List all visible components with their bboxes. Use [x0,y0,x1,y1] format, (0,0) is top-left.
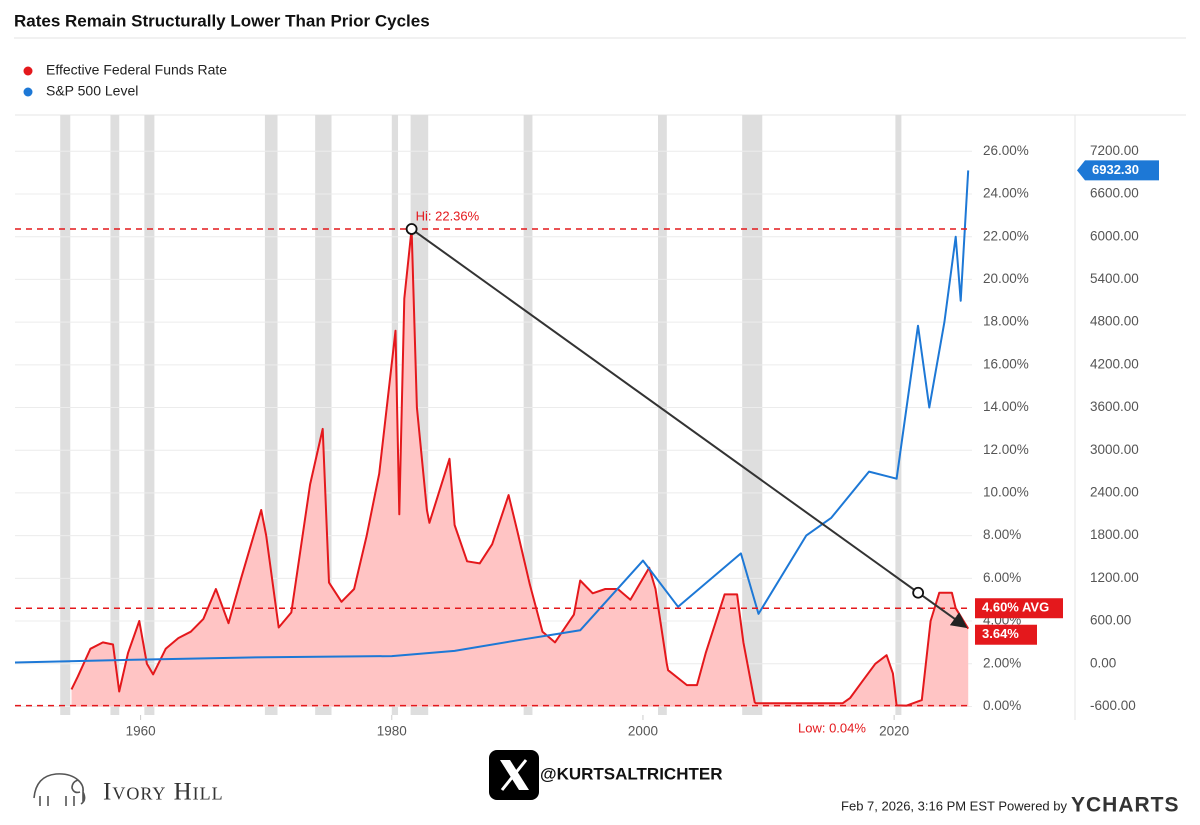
x-tick-label: 2020 [879,724,909,739]
trend-point [912,586,925,599]
y-tick-label: 18.00% [983,314,1029,329]
x-tick-label: 2000 [628,724,658,739]
average-tag-box [975,598,1063,619]
y-tick-label: 12.00% [983,442,1029,457]
legend-marker [23,87,33,97]
x-tick-label: 1960 [126,724,156,739]
y2-tick-label: 7200.00 [1090,143,1139,158]
brand-logo [33,773,86,806]
last-rate-tag: 3.64% [982,626,1019,641]
y2-tick-label: 3000.00 [1090,442,1139,457]
y-tick-label: 26.00% [983,143,1029,158]
y2-tick-label: -600.00 [1090,698,1136,713]
y-tick-label: 0.00% [983,698,1021,713]
x-tick-label: 1980 [377,724,407,739]
y2-tick-label: 2400.00 [1090,484,1139,499]
y-tick-label: 20.00% [983,271,1029,286]
y2-tick-label: 600.00 [1090,613,1131,628]
brand-name: Ivory Hill [103,779,224,806]
area [71,229,969,707]
low-label: Low: 0.04% [798,720,866,735]
recession-band [658,115,667,715]
high-label: Hi: 22.36% [416,208,480,223]
y-tick-label: 2.00% [983,655,1021,670]
y2-tick-label: 4200.00 [1090,356,1139,371]
y-tick-label: 6.00% [983,570,1021,585]
recession-band [110,115,120,715]
last-sp500-tag: 6932.30 [1092,162,1139,177]
social-handle: @KURTSALTRICHTER [540,764,722,783]
y2-tick-label: 1800.00 [1090,527,1139,542]
y2-tick-label: 5400.00 [1090,271,1139,286]
provider-logo: YCHARTS [1071,794,1180,817]
y2-tick-label: 1200.00 [1090,570,1139,585]
y2-tick-label: 6600.00 [1090,186,1139,201]
recession-band [742,115,763,715]
legend-marker [23,66,33,76]
recession-band [895,115,902,715]
legend-label: S&P 500 Level [46,83,138,99]
x-logo [489,750,539,800]
plot-area: 0.00%2.00%4.00%6.00%8.00%10.00%12.00%14.… [14,114,1186,739]
y2-tick-label: 6000.00 [1090,228,1139,243]
y2-tick-label: 4800.00 [1090,314,1139,329]
recession-band [60,115,71,715]
y-tick-label: 22.00% [983,228,1029,243]
y-tick-label: 24.00% [983,186,1029,201]
recession-band [144,115,155,715]
last-sp500-tag-box [1085,160,1159,181]
y-tick-label: 14.00% [983,399,1029,414]
line [70,228,970,707]
y-tick-label: 16.00% [983,356,1029,371]
recession-band [523,115,533,715]
timestamp: Feb 7, 2026, 3:16 PM EST Powered by [841,798,1067,813]
high-point [405,223,418,235]
y2-tick-label: 3600.00 [1090,399,1139,414]
y2-tick-label: 0.00 [1090,655,1116,670]
y-tick-label: 8.00% [983,527,1021,542]
average-tag: 4.60% AVG [982,600,1049,615]
chart-title: Rates Remain Structurally Lower Than Pri… [14,11,430,30]
y-tick-label: 10.00% [983,484,1029,499]
last-sp500-pointer [1077,160,1085,181]
legend-label: Effective Federal Funds Rate [46,62,227,78]
last-rate-tag-box [975,624,1037,645]
line [14,170,970,664]
trend-arrow [411,228,968,629]
